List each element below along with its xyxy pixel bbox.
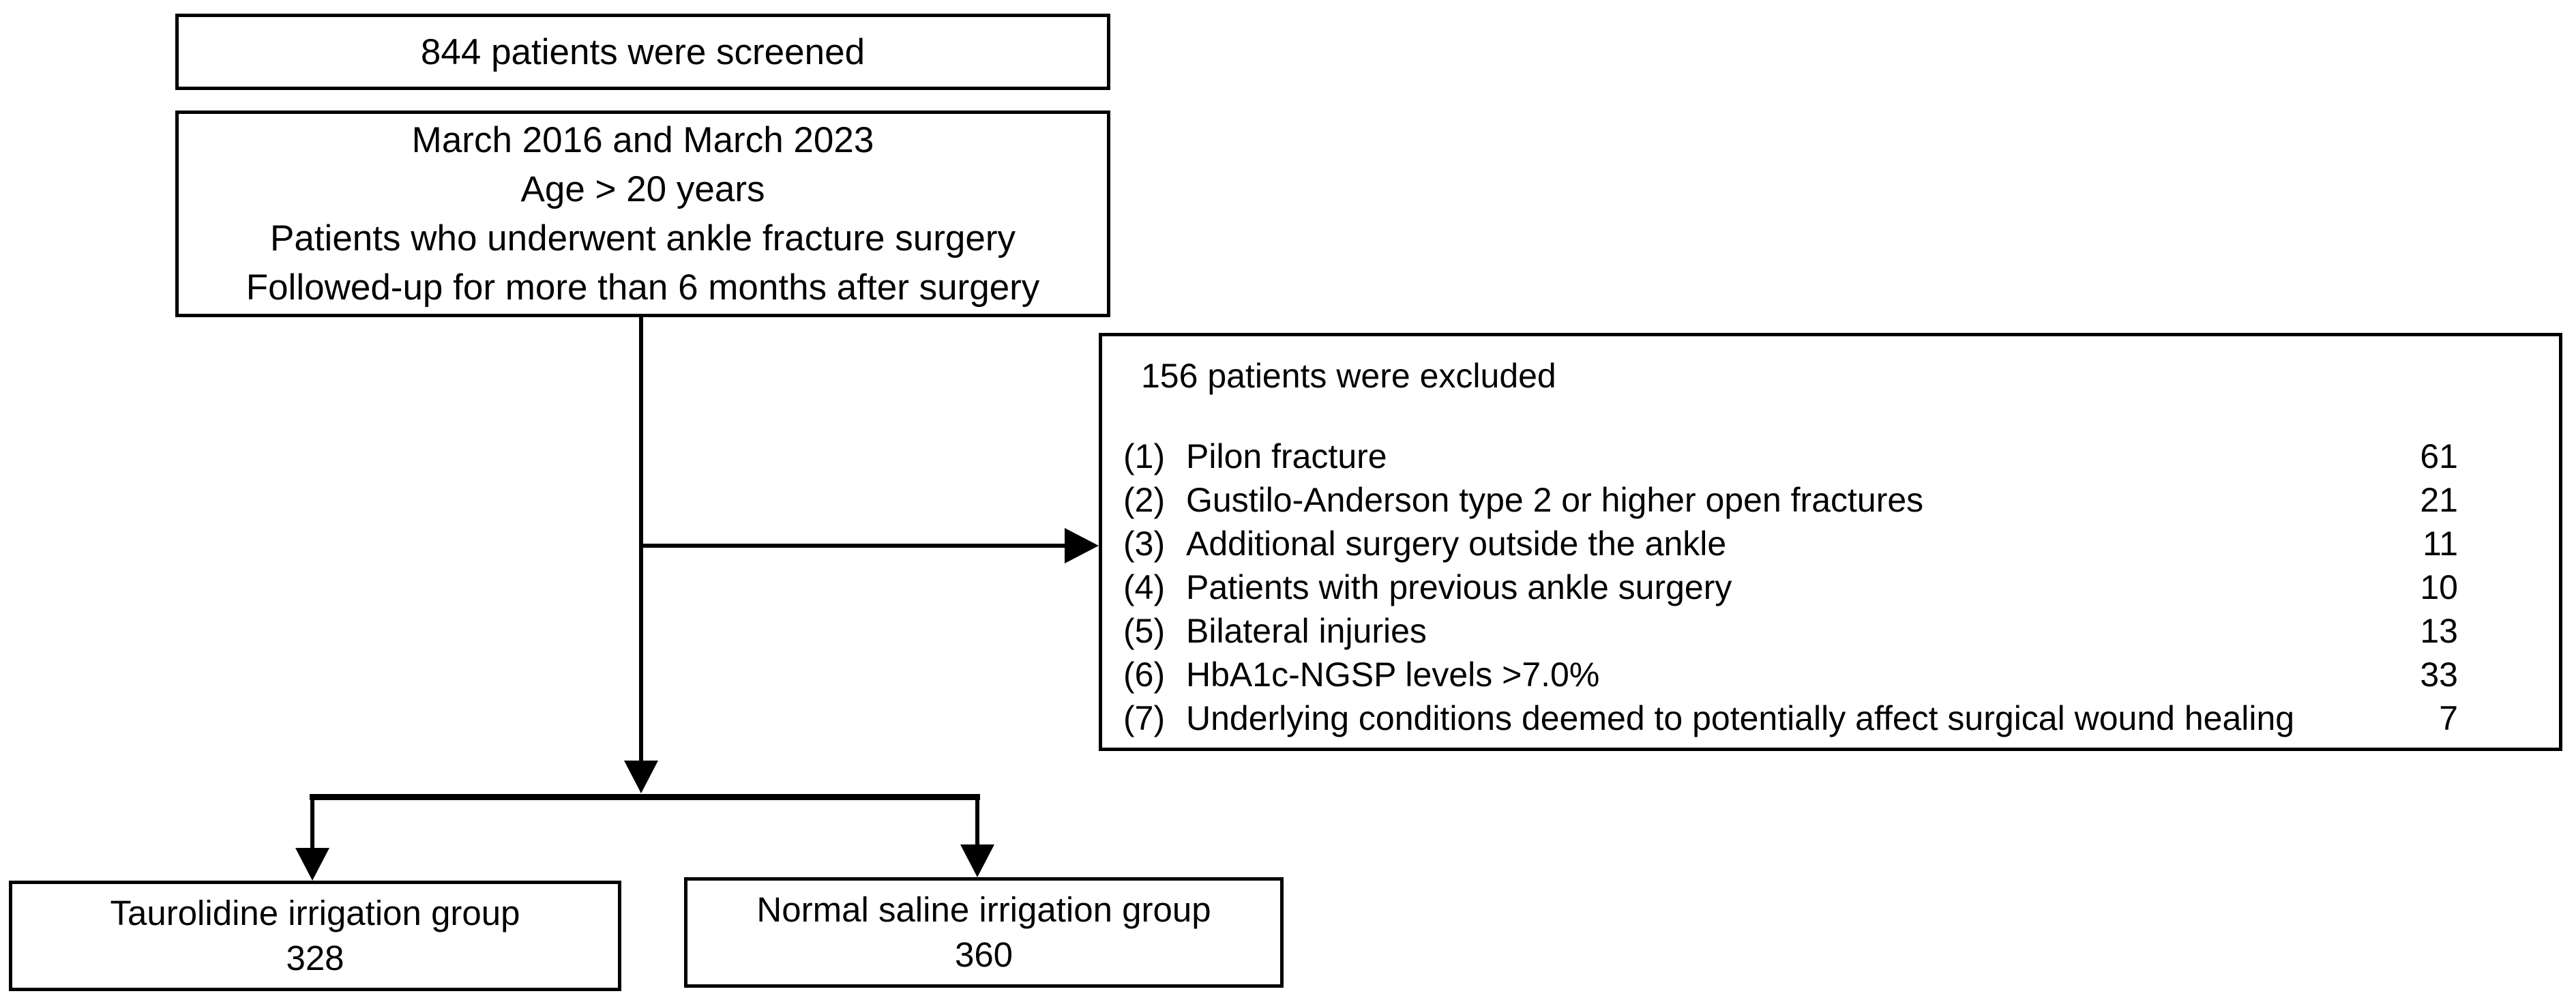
criteria-line: Followed-up for more than 6 months after… bbox=[246, 267, 1040, 308]
excluded-item-row: (3) Additional surgery outside the ankle… bbox=[1102, 522, 2559, 565]
criteria-line: March 2016 and March 2023 bbox=[411, 119, 874, 160]
screened-box: 844 patients were screened bbox=[175, 14, 1110, 90]
excluded-item-count: 33 bbox=[2420, 656, 2458, 694]
excluded-item-count: 61 bbox=[2420, 437, 2458, 475]
excluded-item-row: (2) Gustilo-Anderson type 2 or higher op… bbox=[1102, 478, 2559, 522]
excluded-item-label: (5) bbox=[1123, 612, 1166, 650]
criteria-box: March 2016 and March 2023 Age > 20 years… bbox=[175, 111, 1110, 317]
excluded-item-label: (7) bbox=[1123, 699, 1166, 737]
arrowhead-right-excluded-icon bbox=[1065, 528, 1099, 563]
arrowhead-down-main-icon bbox=[624, 761, 658, 793]
excluded-item-text: Patients with previous ankle surgery bbox=[1186, 568, 1732, 606]
connector-main-vertical bbox=[639, 314, 643, 761]
excluded-item-row: (7) Underlying conditions deemed to pote… bbox=[1102, 696, 2559, 740]
normal-saline-group-box: Normal saline irrigation group 360 bbox=[684, 877, 1284, 988]
excluded-item-text: Pilon fracture bbox=[1186, 437, 1387, 475]
taurolidine-group-title: Taurolidine irrigation group bbox=[110, 894, 520, 932]
criteria-line: Patients who underwent ankle fracture su… bbox=[270, 218, 1016, 259]
excluded-item-text: Gustilo-Anderson type 2 or higher open f… bbox=[1186, 481, 1924, 519]
excluded-item-text: HbA1c-NGSP levels >7.0% bbox=[1186, 656, 1600, 694]
arrowhead-down-left-group-icon bbox=[295, 848, 329, 881]
excluded-title: 156 patients were excluded bbox=[1141, 357, 1556, 395]
excluded-item-label: (1) bbox=[1123, 437, 1166, 475]
excluded-item-text: Underlying conditions deemed to potentia… bbox=[1186, 699, 2295, 737]
excluded-item-count: 21 bbox=[2420, 481, 2458, 519]
arrowhead-down-right-group-icon bbox=[960, 844, 994, 877]
connector-exclusion-branch bbox=[641, 544, 1065, 548]
excluded-item-row: (5) Bilateral injuries 13 bbox=[1102, 609, 2559, 653]
excluded-item-label: (2) bbox=[1123, 481, 1166, 519]
excluded-item-count: 7 bbox=[2439, 699, 2458, 737]
taurolidine-group-box: Taurolidine irrigation group 328 bbox=[9, 881, 621, 991]
excluded-item-row: (6) HbA1c-NGSP levels >7.0% 33 bbox=[1102, 653, 2559, 696]
excluded-item-count: 13 bbox=[2420, 612, 2458, 650]
normal-saline-group-title: Normal saline irrigation group bbox=[756, 890, 1211, 929]
excluded-item-label: (4) bbox=[1123, 568, 1166, 606]
excluded-item-text: Additional surgery outside the ankle bbox=[1186, 525, 1727, 563]
excluded-item-count: 10 bbox=[2420, 568, 2458, 606]
excluded-item-row: (1) Pilon fracture 61 bbox=[1102, 435, 2559, 478]
excluded-item-text: Bilateral injuries bbox=[1186, 612, 1427, 650]
connector-left-drop bbox=[310, 794, 314, 850]
connector-split-bar bbox=[310, 794, 980, 800]
connector-right-drop bbox=[975, 794, 979, 846]
taurolidine-group-count: 328 bbox=[286, 939, 344, 977]
criteria-line: Age > 20 years bbox=[520, 168, 765, 209]
excluded-list: (1) Pilon fracture 61 (2) Gustilo-Anders… bbox=[1102, 435, 2559, 740]
excluded-item-count: 11 bbox=[2423, 525, 2458, 563]
excluded-item-label: (3) bbox=[1123, 525, 1166, 563]
normal-saline-group-count: 360 bbox=[954, 935, 1013, 974]
screened-text: 844 patients were screened bbox=[420, 31, 865, 72]
excluded-box: 156 patients were excluded (1) Pilon fra… bbox=[1099, 333, 2562, 751]
excluded-item-label: (6) bbox=[1123, 656, 1166, 694]
excluded-item-row: (4) Patients with previous ankle surgery… bbox=[1102, 565, 2559, 609]
